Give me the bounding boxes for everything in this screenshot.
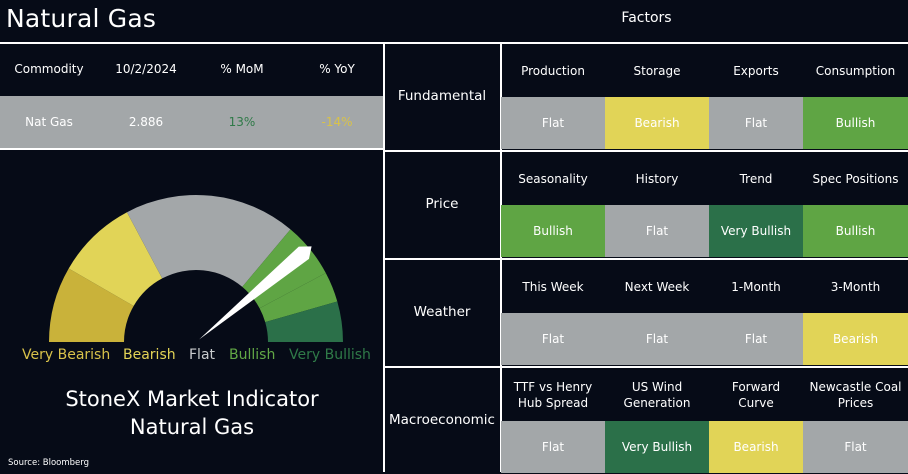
page-title: Natural Gas bbox=[6, 4, 157, 33]
factor-value: Very Bullish bbox=[709, 205, 803, 257]
factor-label: Storage bbox=[605, 44, 709, 98]
table-row: Nat Gas 2.886 13% -14% bbox=[0, 96, 384, 148]
gauge-needle bbox=[199, 246, 312, 340]
factor-label-line: Production bbox=[521, 64, 585, 78]
legend-flat: Flat bbox=[189, 347, 216, 363]
factor-label: Exports bbox=[709, 44, 803, 98]
commodity-price: 2.886 bbox=[128, 115, 164, 129]
factor-value: Bullish bbox=[501, 205, 605, 257]
factor-label-line: This Week bbox=[522, 280, 584, 294]
factor-label-line: History bbox=[635, 172, 679, 186]
factor-label-line: 1-Month bbox=[731, 280, 781, 294]
indicator-title: StoneX Market Indicator Natural Gas bbox=[0, 385, 384, 441]
factor-label-line: Generation bbox=[623, 396, 691, 410]
indicator-title-line2: Natural Gas bbox=[129, 415, 255, 439]
factor-label: Seasonality bbox=[501, 152, 605, 206]
factor-value: Bullish bbox=[803, 205, 908, 257]
divider bbox=[500, 42, 502, 472]
factor-value: Flat bbox=[605, 205, 709, 257]
factor-label: Newcastle Coal Prices bbox=[803, 368, 908, 422]
factor-label-line: Next Week bbox=[624, 280, 690, 294]
factor-label: This Week bbox=[501, 260, 605, 314]
factors-grid: Fundamental Production Flat Storage Bearish E… bbox=[385, 42, 908, 473]
factor-value: Bearish bbox=[605, 97, 709, 149]
factor-value: Flat bbox=[501, 421, 605, 473]
factor-label-line: US Wind bbox=[631, 380, 683, 394]
gauge-segment-bullish bbox=[259, 272, 338, 323]
factor-value: Flat bbox=[803, 421, 908, 473]
category-fundamental: Fundamental bbox=[397, 88, 487, 104]
factor-value: Flat bbox=[501, 97, 605, 149]
factor-value: Flat bbox=[709, 313, 803, 365]
col-mom: % MoM bbox=[220, 62, 264, 76]
divider bbox=[0, 42, 384, 44]
commodity-name: Nat Gas bbox=[25, 115, 73, 129]
factor-value: Flat bbox=[709, 97, 803, 149]
divider bbox=[383, 42, 385, 472]
col-commodity: Commodity bbox=[14, 62, 84, 76]
factor-label: TTF vs Henry Hub Spread bbox=[501, 368, 605, 422]
factors-title: Factors bbox=[621, 10, 672, 26]
factor-label: 3-Month bbox=[803, 260, 908, 314]
sentiment-gauge bbox=[49, 195, 343, 342]
category-price: Price bbox=[425, 196, 459, 212]
factor-label: Next Week bbox=[605, 260, 709, 314]
yoy-value: -14% bbox=[321, 115, 353, 129]
col-date: 10/2/2024 bbox=[115, 62, 177, 76]
factor-value: Bearish bbox=[803, 313, 908, 365]
gauge-legend: Very Bearish Bearish Flat Bullish Very B… bbox=[0, 347, 384, 367]
legend-very-bullish: Very Bullish bbox=[289, 347, 371, 363]
factor-label-line: Spec Positions bbox=[812, 172, 899, 186]
factor-label-line: Newcastle Coal bbox=[809, 380, 902, 394]
legend-bearish: Bearish bbox=[123, 347, 176, 363]
indicator-title-line1: StoneX Market Indicator bbox=[65, 387, 319, 411]
divider bbox=[385, 42, 908, 44]
factor-value: Flat bbox=[605, 313, 709, 365]
factor-value: Bullish bbox=[803, 97, 908, 149]
factor-label: US Wind Generation bbox=[605, 368, 709, 422]
factor-value: Flat bbox=[501, 313, 605, 365]
divider bbox=[385, 150, 908, 152]
divider bbox=[0, 148, 384, 150]
category-macroeconomic: Macroeconomic bbox=[389, 412, 495, 428]
factor-label: Consumption bbox=[803, 44, 908, 98]
factor-label-line: Storage bbox=[633, 64, 681, 78]
factor-label-line: Consumption bbox=[815, 64, 896, 78]
divider bbox=[385, 258, 908, 260]
divider bbox=[385, 366, 908, 368]
factor-label-line: Curve bbox=[738, 396, 774, 410]
category-weather: Weather bbox=[413, 304, 471, 320]
factor-value: Bearish bbox=[709, 421, 803, 473]
factor-label-line: Exports bbox=[733, 64, 779, 78]
legend-bullish: Bullish bbox=[229, 347, 276, 363]
factor-label-line: 3-Month bbox=[830, 280, 881, 294]
factor-label-line: Seasonality bbox=[518, 172, 588, 186]
gauge-segment-very-bearish bbox=[49, 268, 134, 342]
factor-label: Spec Positions bbox=[803, 152, 908, 206]
factor-label: 1-Month bbox=[709, 260, 803, 314]
commodity-table: Commodity 10/2/2024 % MoM % YoY Nat Gas … bbox=[0, 42, 384, 150]
factor-label: History bbox=[605, 152, 709, 206]
gauge-segment-bearish bbox=[68, 212, 163, 306]
gauge-segment-very-bullish bbox=[265, 301, 343, 342]
factor-label-line: Forward bbox=[731, 380, 781, 394]
mom-value: 13% bbox=[228, 115, 256, 129]
factor-label: Production bbox=[501, 44, 605, 98]
factor-value: Very Bullish bbox=[605, 421, 709, 473]
legend-very-bearish: Very Bearish bbox=[22, 347, 111, 363]
factor-label-line: Trend bbox=[739, 172, 773, 186]
factor-label: Forward Curve bbox=[709, 368, 803, 422]
factor-label-line: TTF vs Henry bbox=[513, 380, 593, 394]
gauge-segment-flat bbox=[126, 195, 291, 287]
factor-label: Trend bbox=[709, 152, 803, 206]
factor-label-line: Hub Spread bbox=[517, 396, 589, 410]
source-note: Source: Bloomberg bbox=[8, 458, 89, 468]
factor-label-line: Prices bbox=[837, 396, 874, 410]
col-yoy: % YoY bbox=[319, 62, 355, 76]
